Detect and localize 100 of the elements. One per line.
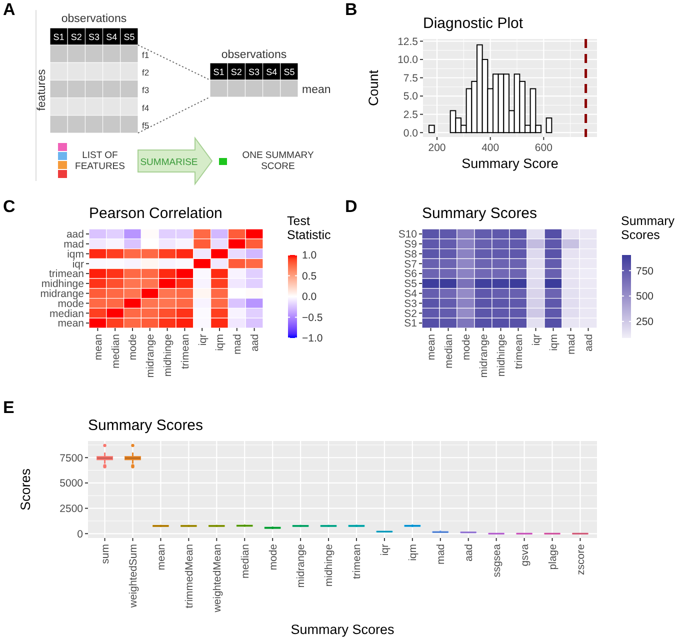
y-axis-title: Count — [366, 70, 381, 106]
y-tick-label: 5000 — [60, 478, 84, 490]
text: S3 — [88, 32, 100, 42]
text: B — [345, 0, 358, 19]
x-tick-label: iqr — [196, 334, 209, 346]
y-tick-label: mean — [58, 318, 84, 330]
y-tick-label: 2.5 — [403, 109, 418, 122]
y-tick-label: S8 — [404, 248, 418, 260]
text: mean — [302, 84, 331, 96]
x-axis-title: Summary Scores — [290, 622, 395, 637]
y-tick-label: mode — [58, 298, 84, 310]
x-tick-label: mad — [565, 334, 578, 354]
y-tick-label: S5 — [404, 278, 418, 290]
x-tick-label: midhinge — [323, 544, 336, 587]
text: S4 — [266, 67, 278, 77]
color-bar-title: Summary Scores — [621, 214, 676, 242]
color-bar-label: 0.5 — [302, 270, 317, 282]
y-tick-label: trimean — [48, 268, 84, 280]
x-tick-label: trimean — [351, 544, 364, 580]
y-tick-label: median — [50, 308, 84, 320]
color-bar-label: 750 — [636, 265, 654, 278]
y-tick-label: midrange — [40, 288, 84, 300]
chart-title: Summary Scores — [422, 205, 538, 222]
x-tick-label: iqm — [214, 334, 226, 351]
x-tick-label: midhinge — [495, 334, 508, 377]
x-tick-label: mode — [127, 334, 140, 360]
y-tick-label: S6 — [404, 268, 418, 280]
x-tick-label: 600 — [534, 142, 553, 154]
x-tick-label: weightedSum — [127, 544, 140, 609]
x-tick-label: median — [110, 334, 122, 368]
text: f5 — [142, 120, 150, 130]
x-tick-label: iqr — [530, 334, 542, 346]
y-tick-label: iqm — [67, 248, 84, 260]
x-tick-label: iqr — [379, 544, 392, 556]
text: S1 — [213, 67, 224, 77]
color-bar-title: Test Statistic — [287, 214, 331, 242]
y-tick-label: S1 — [404, 318, 418, 330]
text: f1 — [142, 50, 150, 60]
y-tick-label: 2500 — [60, 502, 84, 515]
text: D — [345, 197, 358, 216]
chart-title: Pearson Correlation — [89, 205, 222, 222]
color-bar-label: 250 — [636, 316, 654, 328]
x-tick-label: mode — [267, 544, 280, 570]
x-tick-label: midrange — [144, 334, 157, 378]
x-tick-label: sum — [99, 544, 112, 564]
color-bar-label: −1.0 — [302, 332, 323, 345]
x-tick-label: midrange — [478, 334, 490, 378]
y-tick-label: S2 — [404, 308, 418, 320]
y-tick-label: mad — [64, 238, 84, 251]
color-bar-label: 500 — [636, 290, 654, 303]
y-tick-label: S7 — [404, 258, 418, 270]
x-tick-label: mode — [460, 334, 472, 360]
text: S5 — [124, 32, 135, 42]
y-tick-label: midhinge — [41, 278, 84, 290]
y-tick-label: 10.0 — [398, 54, 418, 66]
x-tick-label: aad — [463, 544, 476, 562]
x-tick-label: median — [239, 544, 252, 578]
x-tick-label: mean — [425, 334, 438, 360]
x-tick-label: trimean — [512, 334, 525, 370]
y-tick-label: S3 — [404, 298, 418, 310]
x-tick-label: aad — [248, 334, 261, 352]
text: ONE SUMMARY SCORE — [242, 150, 314, 172]
text: f2 — [142, 68, 150, 78]
x-tick-label: median — [442, 334, 455, 368]
text: S5 — [284, 67, 295, 77]
y-tick-label: 7500 — [60, 452, 84, 464]
text: S4 — [106, 32, 118, 42]
x-tick-label: mad — [435, 544, 448, 564]
x-tick-label: 200 — [428, 142, 446, 154]
y-tick-label: 5.0 — [403, 90, 418, 103]
text: S3 — [248, 67, 260, 77]
x-tick-label: iqm — [548, 334, 560, 351]
text: f3 — [142, 85, 150, 96]
x-tick-label: aad — [582, 334, 595, 352]
text: SUMMARISE — [140, 157, 198, 168]
text: A — [3, 0, 16, 19]
text: features — [36, 68, 48, 111]
x-tick-label: mad — [232, 334, 244, 354]
x-tick-label: midrange — [295, 544, 308, 588]
y-tick-label: 12.5 — [398, 36, 418, 48]
text: f4 — [142, 102, 150, 113]
y-tick-label: S4 — [404, 288, 418, 300]
x-tick-label: midhinge — [162, 334, 174, 377]
x-tick-label: 400 — [482, 142, 500, 154]
y-tick-label: 7.5 — [403, 72, 418, 84]
color-bar-label: −0.5 — [302, 312, 323, 324]
x-tick-label: mean — [155, 544, 168, 570]
text: S2 — [230, 67, 242, 77]
x-tick-label: plage — [546, 544, 559, 570]
x-axis-title: Summary Score — [462, 156, 558, 171]
y-tick-label: 0 — [77, 528, 84, 540]
text: E — [3, 398, 14, 417]
y-tick-label: S10 — [398, 228, 418, 241]
y-axis-title: Scores — [18, 468, 33, 511]
text: C — [3, 197, 16, 216]
y-tick-label: aad — [66, 228, 84, 241]
color-bar-label: 1.0 — [302, 250, 317, 262]
x-tick-label: weightedMean — [211, 544, 224, 614]
color-bar-label: 0.0 — [302, 291, 317, 304]
text: observations — [61, 13, 127, 25]
